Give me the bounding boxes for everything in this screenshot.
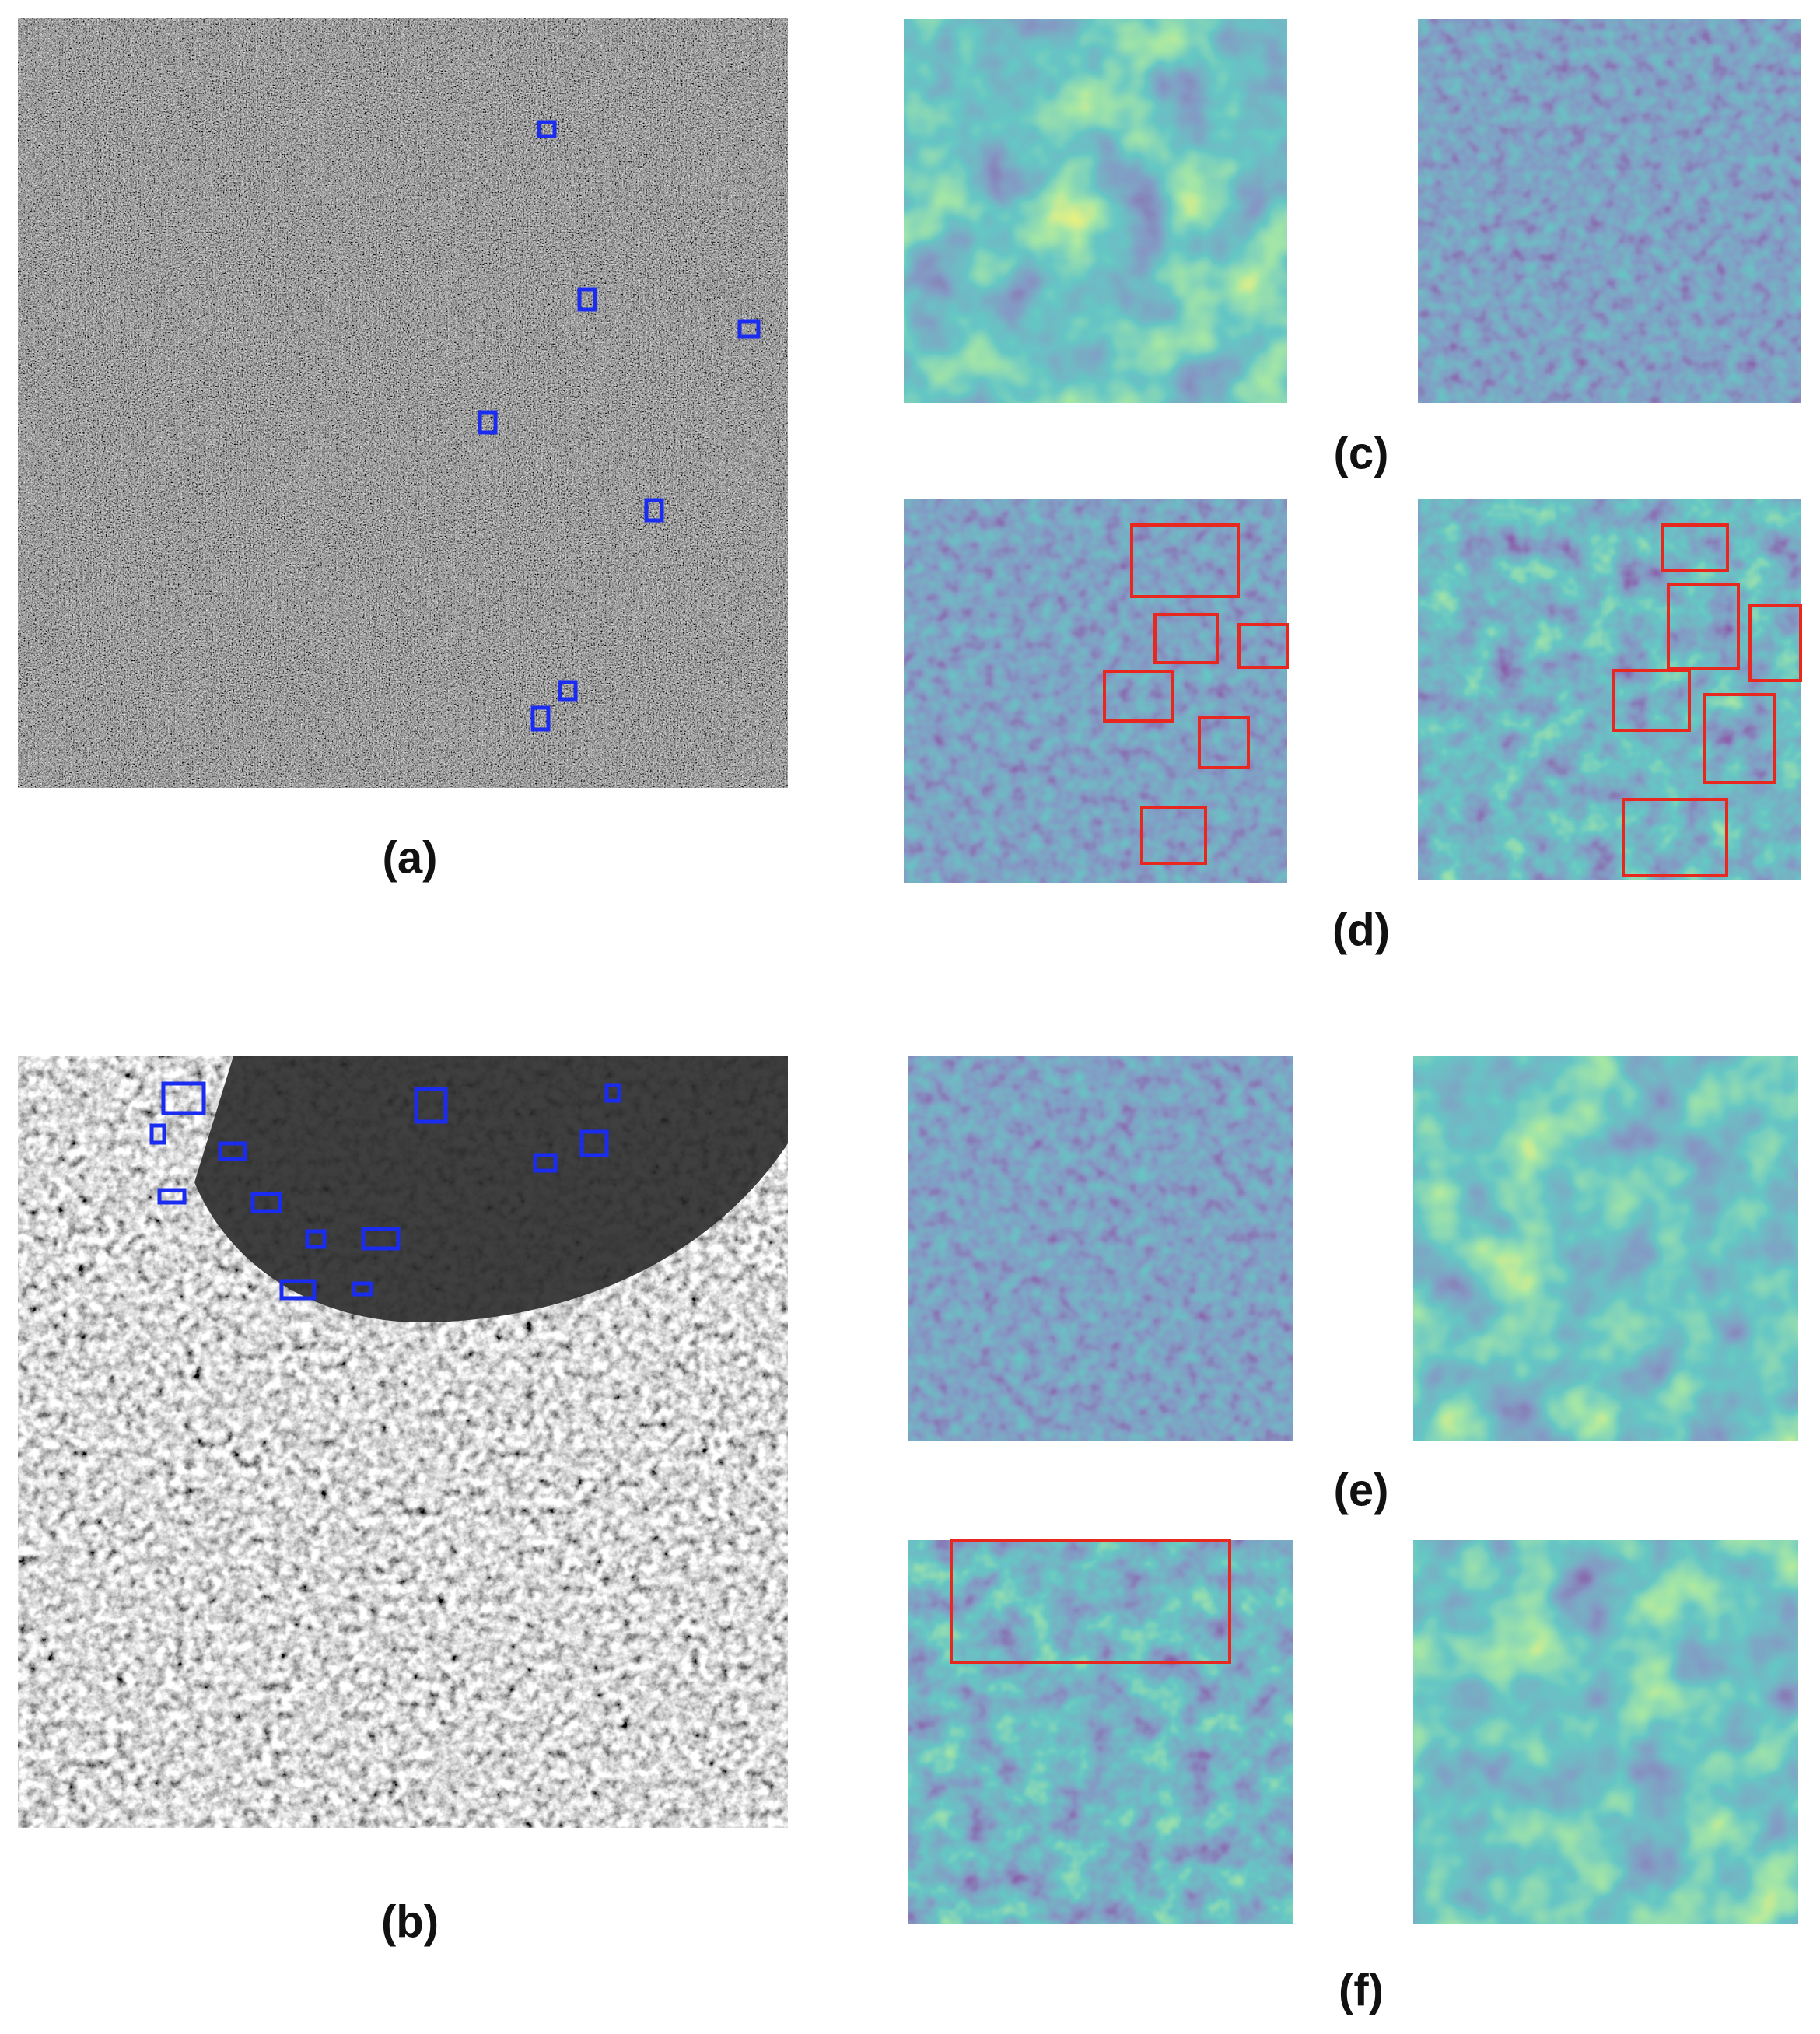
- panel-label: (f): [1339, 1965, 1384, 2015]
- feature-map: [908, 1540, 1293, 1924]
- panel-label: (b): [381, 1896, 439, 1947]
- panel-label: (e): [1334, 1465, 1389, 1515]
- highlight-boxes: [1103, 523, 1802, 877]
- feature-map: [1418, 499, 1801, 880]
- panel-label: (a): [383, 832, 438, 883]
- detection-boxes: [149, 1081, 621, 1301]
- highlight-boxes: [950, 1539, 1231, 1664]
- sar-image: [18, 18, 788, 788]
- feature-map: [1418, 19, 1801, 403]
- panel-label: (c): [1334, 428, 1389, 478]
- feature-map: [1413, 1056, 1798, 1441]
- feature-map: [908, 1056, 1293, 1441]
- detection-boxes: [478, 120, 761, 732]
- feature-map: [904, 499, 1287, 883]
- panel-label: (d): [1332, 905, 1390, 955]
- feature-map: [1413, 1540, 1798, 1924]
- sea-region: [194, 1056, 788, 1322]
- feature-map: [904, 19, 1287, 403]
